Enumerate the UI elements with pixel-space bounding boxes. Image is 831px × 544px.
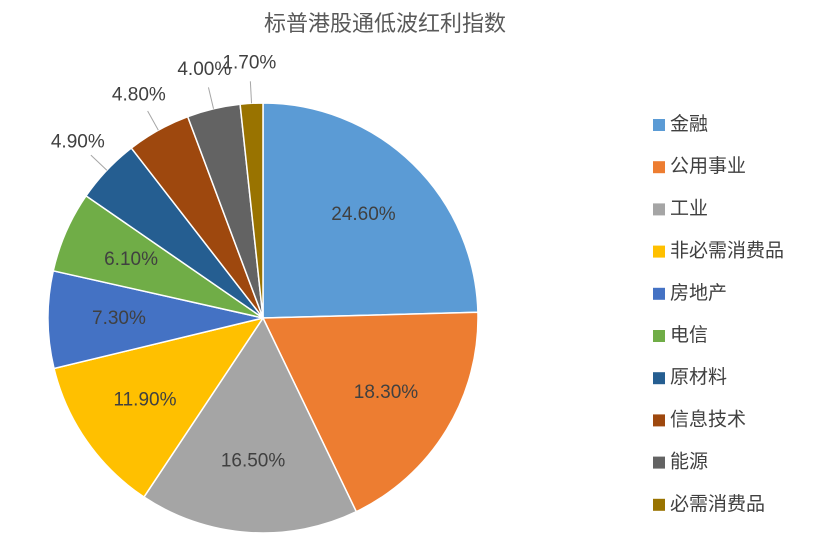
legend-swatch: [653, 498, 665, 511]
legend-label: 必需消费品: [670, 493, 765, 515]
pie-slice: [142, 316, 358, 534]
pie-slice: [47, 269, 264, 370]
data-label: 24.60%: [331, 204, 396, 225]
legend-swatch: [653, 330, 665, 342]
legend-label: 公用事业: [670, 155, 746, 177]
data-label: 16.50%: [221, 451, 286, 472]
legend-label: 工业: [670, 197, 708, 219]
pie-slice: [261, 311, 479, 513]
legend-label: 非必需消费品: [670, 240, 784, 262]
legend-swatch: [653, 372, 665, 385]
data-label: 7.30%: [92, 308, 146, 329]
legend-swatch: [653, 287, 665, 300]
data-label: 4.00%: [177, 59, 231, 80]
pie-slice: [239, 102, 264, 319]
legend-label: 原材料: [670, 366, 727, 388]
pie-slice: [53, 316, 265, 499]
legend-swatch: [653, 203, 665, 216]
legend-swatch: [653, 119, 665, 131]
legend-swatch: [653, 456, 665, 469]
pie-slice: [262, 102, 479, 319]
legend-swatch: [653, 414, 665, 427]
legend-label: 电信: [670, 324, 708, 346]
data-label: 6.10%: [104, 249, 158, 270]
leader-line: [147, 110, 159, 131]
data-label: 18.30%: [354, 382, 419, 403]
legend-label: 能源: [670, 451, 708, 473]
data-label: 1.70%: [222, 52, 276, 73]
legend-label: 金融: [670, 113, 708, 135]
legend-swatch: [653, 245, 665, 258]
leader-line: [90, 154, 108, 171]
leader-line: [207, 87, 215, 109]
legend-label: 信息技术: [670, 408, 746, 430]
data-label: 11.90%: [113, 390, 176, 411]
leader-line: [249, 81, 253, 104]
legend-label: 房地产: [670, 282, 727, 304]
legend-swatch: [653, 161, 665, 174]
data-label: 4.80%: [112, 84, 166, 105]
chart-title: 标普港股通低波红利指数: [264, 11, 506, 36]
data-label: 4.90%: [51, 132, 105, 153]
